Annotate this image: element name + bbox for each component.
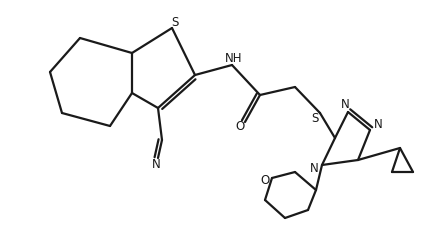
Text: NH: NH <box>225 53 243 65</box>
Text: N: N <box>309 163 319 175</box>
Text: N: N <box>374 119 382 132</box>
Text: O: O <box>235 119 245 133</box>
Text: N: N <box>341 99 349 111</box>
Text: S: S <box>171 16 179 30</box>
Text: O: O <box>260 174 270 187</box>
Text: N: N <box>151 159 161 172</box>
Text: S: S <box>311 111 319 124</box>
